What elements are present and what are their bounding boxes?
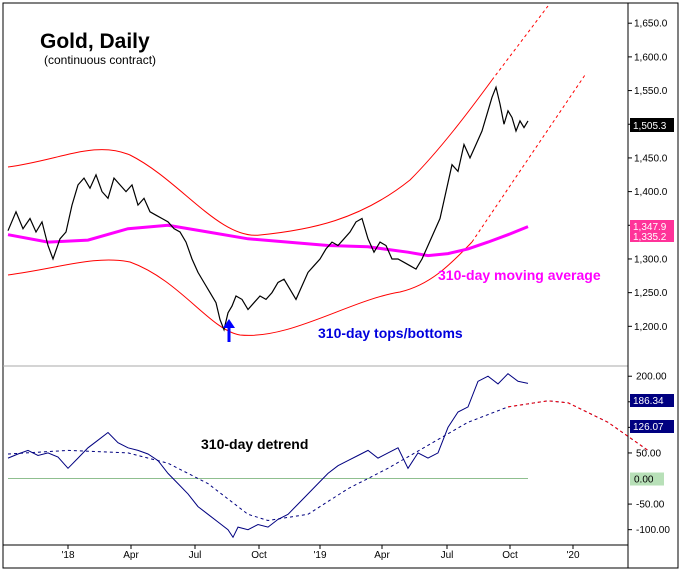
x-tick-label-6: Jul [441,550,454,561]
price-tick-label-1: 1,250.0 [634,288,668,299]
detrend-tick-label-2: 50.00 [636,448,661,459]
zero-badge [630,472,664,486]
cycle-future-line [507,400,649,451]
cycle-last-badge: 126.07 [630,420,674,433]
detrend-tick-label-5: 200.00 [636,372,667,383]
detrend-tick-label-1: -50.00 [636,500,665,511]
price-tick-label-2: 1,300.0 [634,254,668,265]
x-tick-label-7: Oct [502,550,518,561]
bottom-arrow-icon [223,319,235,342]
price-last-value: 1,505.3 [633,121,667,132]
price-tick-label-4: 1,400.0 [634,187,668,198]
zero-label: 0.00 [634,475,654,486]
detrend-annotation: 310-day detrend [201,436,308,452]
series-group [7,85,649,539]
ma-annotation: 310-day moving average [438,267,601,283]
cycle-bands [7,5,586,336]
chart-title: Gold, Daily [40,30,150,53]
x-tick-label-2: Jul [189,550,202,561]
lower-band [7,241,473,336]
detrend-tick-label-0: -100.00 [636,525,670,536]
ma-line [7,223,529,258]
price-tick-label-0: 1,200.0 [634,322,668,333]
price-tick-label-5: 1,450.0 [634,153,668,164]
x-tick-label-5: Apr [374,550,390,561]
price-line [7,85,529,332]
price-tick-label-9: 1,650.0 [634,19,668,30]
ma-last-badge: 1,347.9 1,335.2 [630,220,674,243]
x-tick-label-8: '20 [566,550,579,561]
x-tick-label-4: '19 [313,550,326,561]
x-axis-ticks: '18 Apr Jul Oct '19 Apr Jul Oct '20 [61,545,580,561]
ma-last-value: 1,347.9 [633,222,667,233]
upper-band [7,79,493,236]
band-annotation: 310-day tops/bottoms [318,325,463,341]
detrend-last-value: 186.34 [633,396,664,407]
cycle-last-value: 126.07 [633,422,664,433]
detrend-last-badge: 186.34 [630,394,674,407]
chart-subtitle: (continuous contract) [44,53,156,67]
x-tick-label-1: Apr [123,550,139,561]
x-tick-label-3: Oct [251,550,267,561]
detrend-line [7,373,529,539]
price-tick-label-8: 1,600.0 [634,52,668,63]
price-tick-label-7: 1,550.0 [634,86,668,97]
x-tick-label-0: '18 [61,550,74,561]
lower-band-projection [471,74,586,243]
price-last-badge: 1,505.3 [630,118,674,132]
detrend-zero-line-group: 0.00 [8,472,664,486]
ma2-last-value: 1,335.2 [633,232,667,243]
